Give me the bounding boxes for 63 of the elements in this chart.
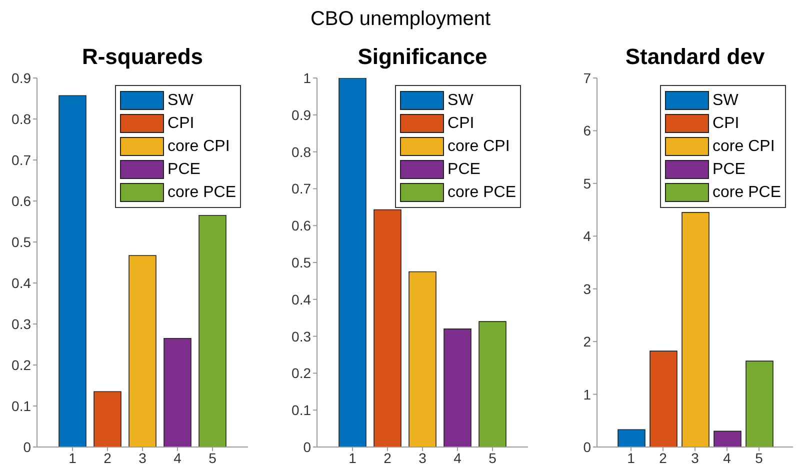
legend-label: PCE bbox=[168, 160, 200, 178]
x-tick-label: 1 bbox=[627, 450, 636, 466]
y-tick-label: 0.3 bbox=[12, 316, 32, 332]
y-tick-label: 0.3 bbox=[292, 328, 312, 344]
x-tick-label: 5 bbox=[208, 450, 217, 466]
x-tick-label: 5 bbox=[755, 450, 764, 466]
legend-label: core CPI bbox=[448, 138, 510, 156]
x-tick-label: 4 bbox=[723, 450, 732, 466]
legend-label: core PCE bbox=[168, 184, 236, 202]
legend-label: CPI bbox=[712, 114, 740, 132]
y-tick-label: 0.2 bbox=[12, 356, 32, 373]
chart-title: Significance bbox=[356, 44, 488, 70]
y-tick-label: 0.6 bbox=[292, 218, 312, 234]
y-tick-label: 0 bbox=[583, 438, 592, 455]
y-tick-label: 2 bbox=[583, 334, 592, 350]
y-tick-label: 7 bbox=[583, 70, 592, 86]
y-tick-label: 0.5 bbox=[292, 254, 312, 270]
y-tick-label: 1 bbox=[583, 386, 592, 402]
x-tick-label: 3 bbox=[691, 450, 700, 466]
y-tick-label: 1 bbox=[303, 70, 312, 86]
x-tick-label: 5 bbox=[488, 450, 497, 466]
y-tick-label: 0 bbox=[303, 438, 312, 455]
legend-label: PCE bbox=[448, 160, 480, 178]
x-tick-label: 2 bbox=[384, 450, 392, 466]
text: CBO unemployment bbox=[309, 8, 492, 31]
legend-label: CPI bbox=[168, 114, 194, 132]
legend-label: SW bbox=[448, 92, 474, 110]
legend-label: core PCE bbox=[712, 184, 781, 202]
x-tick-label: 1 bbox=[348, 450, 357, 466]
legend-label: CPI bbox=[448, 114, 474, 132]
y-tick-label: 0.4 bbox=[292, 291, 312, 308]
x-tick-label: 4 bbox=[174, 450, 182, 466]
y-tick-label: 0.8 bbox=[12, 110, 32, 127]
y-tick-label: 0.2 bbox=[292, 365, 312, 382]
y-tick-label: 0.1 bbox=[12, 398, 32, 414]
chart-title: Standard dev bbox=[624, 44, 766, 70]
y-tick-label: 5 bbox=[583, 175, 592, 192]
y-tick-label: 4 bbox=[583, 228, 592, 244]
y-tick-label: 0.7 bbox=[292, 180, 312, 197]
y-tick-label: 0 bbox=[23, 438, 32, 455]
y-tick-label: 0.5 bbox=[12, 234, 32, 250]
legend-label: core CPI bbox=[168, 138, 230, 156]
x-tick-label: 3 bbox=[418, 450, 427, 466]
legend-label: PCE bbox=[712, 160, 746, 178]
x-tick-label: 2 bbox=[659, 450, 668, 466]
x-tick-label: 4 bbox=[454, 450, 462, 466]
legend-label: core CPI bbox=[712, 138, 775, 156]
x-tick-label: 2 bbox=[104, 450, 112, 466]
x-tick-label: 1 bbox=[68, 450, 77, 466]
legend-label: SW bbox=[712, 92, 738, 110]
chart-title: R-squareds bbox=[80, 44, 204, 70]
y-tick-label: 0.7 bbox=[12, 152, 32, 168]
y-tick-label: 0.1 bbox=[292, 402, 312, 418]
y-tick-label: 0.8 bbox=[292, 144, 312, 160]
y-tick-label: 0.6 bbox=[12, 192, 32, 209]
legend-label: SW bbox=[168, 92, 194, 110]
y-tick-label: 0.9 bbox=[292, 106, 312, 123]
y-tick-label: 6 bbox=[583, 122, 592, 139]
x-tick-label: 3 bbox=[138, 450, 147, 466]
legend-label: core PCE bbox=[448, 184, 516, 202]
y-tick-label: 3 bbox=[583, 280, 592, 297]
y-tick-label: 0.9 bbox=[12, 70, 32, 86]
y-tick-label: 0.4 bbox=[12, 274, 32, 291]
